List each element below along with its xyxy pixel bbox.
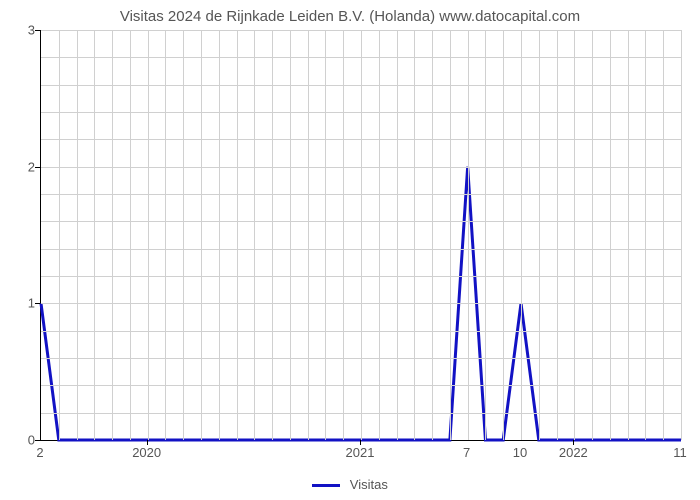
grid-line-h-minor [41, 276, 681, 277]
grid-line-v [325, 30, 326, 440]
x-axis-year-label: 2022 [559, 445, 588, 460]
x-axis-extra-label: 10 [513, 445, 527, 460]
grid-line-v [272, 30, 273, 440]
grid-line-v [361, 30, 362, 440]
grid-line-v [343, 30, 344, 440]
grid-line-h-minor [41, 358, 681, 359]
grid-line-v [539, 30, 540, 440]
chart-container: Visitas 2024 de Rijnkade Leiden B.V. (Ho… [0, 0, 700, 500]
chart-title: Visitas 2024 de Rijnkade Leiden B.V. (Ho… [0, 8, 700, 25]
grid-line-v [592, 30, 593, 440]
grid-line-v [130, 30, 131, 440]
x-axis-year-label: 2021 [346, 445, 375, 460]
x-axis-year-label: 2020 [132, 445, 161, 460]
plot-area [40, 30, 681, 441]
y-axis-label: 0 [28, 433, 35, 448]
y-tick [35, 303, 40, 304]
grid-line-v [414, 30, 415, 440]
grid-line-h-minor [41, 57, 681, 58]
grid-line-v [574, 30, 575, 440]
grid-line-v [521, 30, 522, 440]
grid-line-v [503, 30, 504, 440]
grid-line-h-minor [41, 249, 681, 250]
y-axis-label: 1 [28, 296, 35, 311]
grid-line-v [59, 30, 60, 440]
grid-line-h-minor [41, 85, 681, 86]
x-axis-extra-label: 11 [673, 445, 687, 460]
grid-line-v [165, 30, 166, 440]
grid-line-v [432, 30, 433, 440]
grid-line-v [468, 30, 469, 440]
y-tick [35, 440, 40, 441]
grid-line-v [254, 30, 255, 440]
grid-line-v [397, 30, 398, 440]
x-axis-extra-label: 2 [36, 445, 43, 460]
grid-line-v [681, 30, 682, 440]
grid-line-v [219, 30, 220, 440]
legend: Visitas [0, 477, 700, 492]
grid-line-v [201, 30, 202, 440]
legend-label: Visitas [350, 477, 388, 492]
grid-line-v [308, 30, 309, 440]
grid-line-v [290, 30, 291, 440]
x-axis-extra-label: 7 [463, 445, 470, 460]
grid-line-v [148, 30, 149, 440]
y-tick [35, 167, 40, 168]
grid-line-h-minor [41, 194, 681, 195]
grid-line-h [41, 303, 681, 304]
y-tick [35, 30, 40, 31]
grid-line-v [663, 30, 664, 440]
grid-line-v [237, 30, 238, 440]
grid-line-h [41, 30, 681, 31]
grid-line-v [94, 30, 95, 440]
grid-line-h-minor [41, 112, 681, 113]
grid-line-v [485, 30, 486, 440]
grid-line-v [379, 30, 380, 440]
grid-line-v [77, 30, 78, 440]
grid-line-h-minor [41, 331, 681, 332]
grid-line-h-minor [41, 385, 681, 386]
grid-line-v [112, 30, 113, 440]
grid-line-h-minor [41, 413, 681, 414]
y-axis-label: 2 [28, 159, 35, 174]
legend-swatch [312, 484, 340, 487]
grid-line-v [628, 30, 629, 440]
grid-line-v [645, 30, 646, 440]
grid-line-v [557, 30, 558, 440]
grid-line-h [41, 167, 681, 168]
grid-line-h-minor [41, 221, 681, 222]
grid-line-v [183, 30, 184, 440]
grid-line-v [450, 30, 451, 440]
grid-line-v [610, 30, 611, 440]
grid-line-h-minor [41, 139, 681, 140]
y-axis-label: 3 [28, 23, 35, 38]
